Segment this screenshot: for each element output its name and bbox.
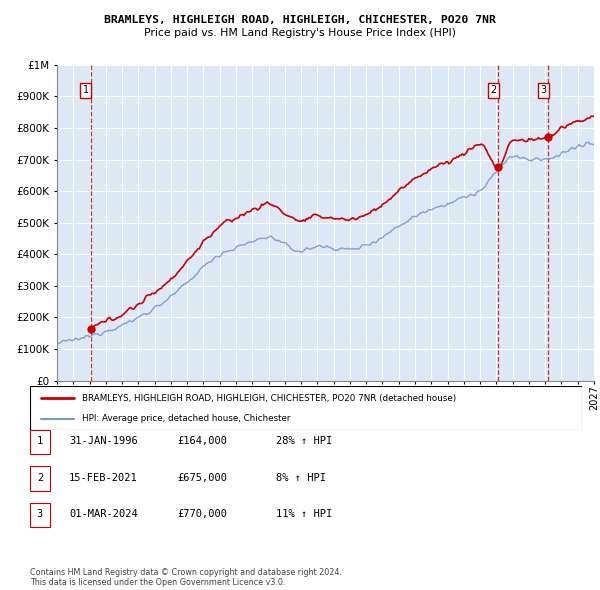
Text: £675,000: £675,000 [177, 473, 227, 483]
Text: 31-JAN-1996: 31-JAN-1996 [69, 437, 138, 446]
Text: BRAMLEYS, HIGHLEIGH ROAD, HIGHLEIGH, CHICHESTER, PO20 7NR: BRAMLEYS, HIGHLEIGH ROAD, HIGHLEIGH, CHI… [104, 15, 496, 25]
Text: 2: 2 [490, 85, 497, 95]
Text: £164,000: £164,000 [177, 437, 227, 446]
Text: Price paid vs. HM Land Registry's House Price Index (HPI): Price paid vs. HM Land Registry's House … [144, 28, 456, 38]
Text: HPI: Average price, detached house, Chichester: HPI: Average price, detached house, Chic… [82, 414, 291, 423]
Text: 11% ↑ HPI: 11% ↑ HPI [276, 510, 332, 519]
Text: 3: 3 [37, 510, 43, 519]
Text: 28% ↑ HPI: 28% ↑ HPI [276, 437, 332, 446]
Text: 2: 2 [37, 473, 43, 483]
Text: 1: 1 [83, 85, 89, 95]
Text: BRAMLEYS, HIGHLEIGH ROAD, HIGHLEIGH, CHICHESTER, PO20 7NR (detached house): BRAMLEYS, HIGHLEIGH ROAD, HIGHLEIGH, CHI… [82, 394, 457, 402]
Text: 01-MAR-2024: 01-MAR-2024 [69, 510, 138, 519]
Text: 8% ↑ HPI: 8% ↑ HPI [276, 473, 326, 483]
Text: Contains HM Land Registry data © Crown copyright and database right 2024.
This d: Contains HM Land Registry data © Crown c… [30, 568, 342, 587]
Text: £770,000: £770,000 [177, 510, 227, 519]
Text: 1: 1 [37, 437, 43, 446]
Text: 15-FEB-2021: 15-FEB-2021 [69, 473, 138, 483]
Text: 3: 3 [540, 85, 546, 95]
